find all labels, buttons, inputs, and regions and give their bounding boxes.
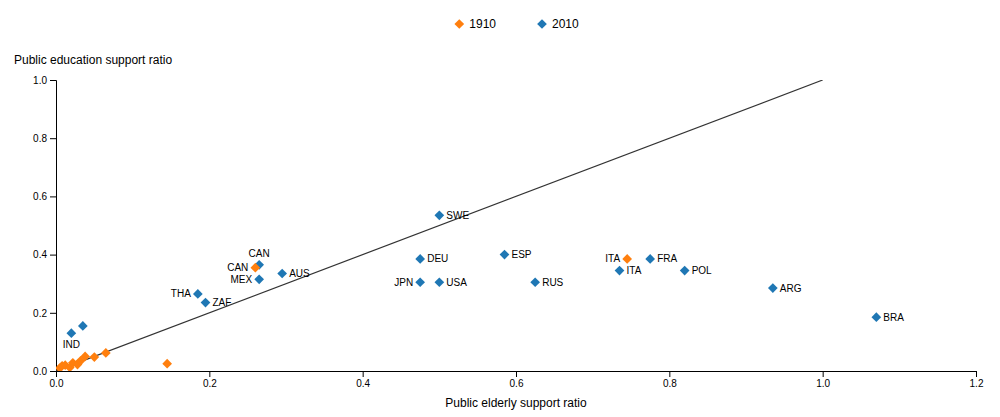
point-label: ITA xyxy=(605,253,620,264)
point xyxy=(193,289,203,299)
point xyxy=(162,359,172,369)
point-label: ESP xyxy=(512,249,532,260)
point xyxy=(530,277,540,287)
point-labels: IND THA ZAF MEX AUS CAN JPN USA DEU SWE ESP RUS ITA F… xyxy=(63,210,905,350)
y-axis-tick-label: 1.0 xyxy=(33,75,47,86)
point xyxy=(78,321,88,331)
x-axis-tick-label: 0.2 xyxy=(203,378,217,389)
y-axis-tick-label: 0.4 xyxy=(33,249,47,260)
point-label: JPN xyxy=(394,277,413,288)
x-axis-tick-label: 0.6 xyxy=(510,378,524,389)
x-axis-tick: 0.2 xyxy=(203,371,217,389)
point xyxy=(277,269,287,279)
legend-label: 1910 xyxy=(469,17,496,31)
y-axis-tick-label: 0.8 xyxy=(33,133,47,144)
y-axis-tick-label: 0.6 xyxy=(33,191,47,202)
x-axis-tick: 1.2 xyxy=(970,371,984,389)
point xyxy=(201,298,211,308)
legend-item: 2010 xyxy=(537,17,579,31)
y-axis-tick: 0.2 xyxy=(33,308,56,319)
point xyxy=(250,263,260,273)
x-axis-tick-mark xyxy=(976,371,977,377)
point-label: ITA xyxy=(627,265,642,276)
point-label: CAN xyxy=(227,262,248,273)
y-axis-tick-mark xyxy=(50,138,56,139)
y-axis-tick-mark xyxy=(50,80,56,81)
x-axis-line xyxy=(57,372,977,378)
point-label: THA xyxy=(171,288,191,299)
point-label: CAN xyxy=(249,248,270,259)
y-axis-tick: 0.6 xyxy=(33,191,56,202)
legend-marker xyxy=(454,19,464,29)
point-label: IND xyxy=(63,339,80,350)
x-axis-tick-label: 1.0 xyxy=(816,378,830,389)
legend-item: 1910 xyxy=(454,17,496,31)
y-axis-line xyxy=(50,81,57,372)
point-label: DEU xyxy=(427,253,448,264)
legend-label: 2010 xyxy=(552,17,579,31)
point xyxy=(768,283,778,293)
point xyxy=(89,352,99,362)
point xyxy=(434,210,444,220)
point xyxy=(615,266,625,276)
x-axis-tick-label: 0.8 xyxy=(663,378,677,389)
x-axis-tick-mark xyxy=(363,371,364,377)
point xyxy=(434,277,444,287)
y-axis-tick: 1.0 xyxy=(33,75,56,86)
plot: 0.0 0.2 0.4 0.6 0.8 1.0 1.2 0.0 0.2 0.4 0.6 0.8 1.0 I… xyxy=(33,75,984,389)
point xyxy=(101,348,111,358)
point xyxy=(254,274,264,284)
point xyxy=(645,254,655,264)
point xyxy=(500,250,510,260)
x-axis-tick-label: 1.2 xyxy=(970,378,984,389)
x-axis-tick: 0.0 xyxy=(50,371,64,389)
marks xyxy=(56,80,881,371)
reference-line xyxy=(56,80,823,371)
point-label: AUS xyxy=(289,268,310,279)
y-axis-tick-label: 0.2 xyxy=(33,308,47,319)
y-axis-tick: 0.4 xyxy=(33,249,56,260)
x-axis-title: Public elderly support ratio xyxy=(445,396,587,410)
point-label: BRA xyxy=(883,312,904,323)
y-axis-title: Public education support ratio xyxy=(14,53,172,67)
point xyxy=(415,277,425,287)
x-axis-tick-mark xyxy=(209,371,210,377)
point-label: USA xyxy=(446,277,467,288)
chart: 0.0 0.2 0.4 0.6 0.8 1.0 1.2 0.0 0.2 0.4 0.6 0.8 1.0 I… xyxy=(0,0,1000,417)
point-label: POL xyxy=(692,265,712,276)
y-axis-tick-label: 0.0 xyxy=(33,366,47,377)
x-axis-tick-mark xyxy=(669,371,670,377)
x-axis-tick-label: 0.4 xyxy=(356,378,370,389)
x-axis-tick: 0.4 xyxy=(356,371,370,389)
legend: 1910 2010 xyxy=(454,17,579,31)
x-axis-tick: 0.8 xyxy=(663,371,677,389)
x-axis-tick: 0.6 xyxy=(510,371,524,389)
y-axis-tick: 0.8 xyxy=(33,133,56,144)
y-axis-tick-mark xyxy=(50,371,56,372)
point-label: ARG xyxy=(780,283,802,294)
point-label: SWE xyxy=(446,210,469,221)
point xyxy=(66,328,76,338)
x-axis-tick: 1.0 xyxy=(816,371,830,389)
point-label: MEX xyxy=(230,274,252,285)
x-axis-tick-mark xyxy=(823,371,824,377)
y-axis-tick-mark xyxy=(50,255,56,256)
point xyxy=(415,254,425,264)
legend-marker xyxy=(537,19,547,29)
point xyxy=(622,254,632,264)
point xyxy=(680,266,690,276)
x-axis-tick-mark xyxy=(516,371,517,377)
x-axis: 0.0 0.2 0.4 0.6 0.8 1.0 1.2 xyxy=(50,371,984,389)
point-label: ZAF xyxy=(213,297,232,308)
y-axis-tick: 0.0 xyxy=(33,366,56,377)
y-axis: 0.0 0.2 0.4 0.6 0.8 1.0 xyxy=(33,75,56,377)
point-label: RUS xyxy=(542,277,563,288)
point xyxy=(871,312,881,322)
y-axis-tick-mark xyxy=(50,313,56,314)
x-axis-tick-label: 0.0 xyxy=(50,378,64,389)
point-label: FRA xyxy=(657,253,677,264)
y-axis-tick-mark xyxy=(50,196,56,197)
point xyxy=(80,352,90,362)
